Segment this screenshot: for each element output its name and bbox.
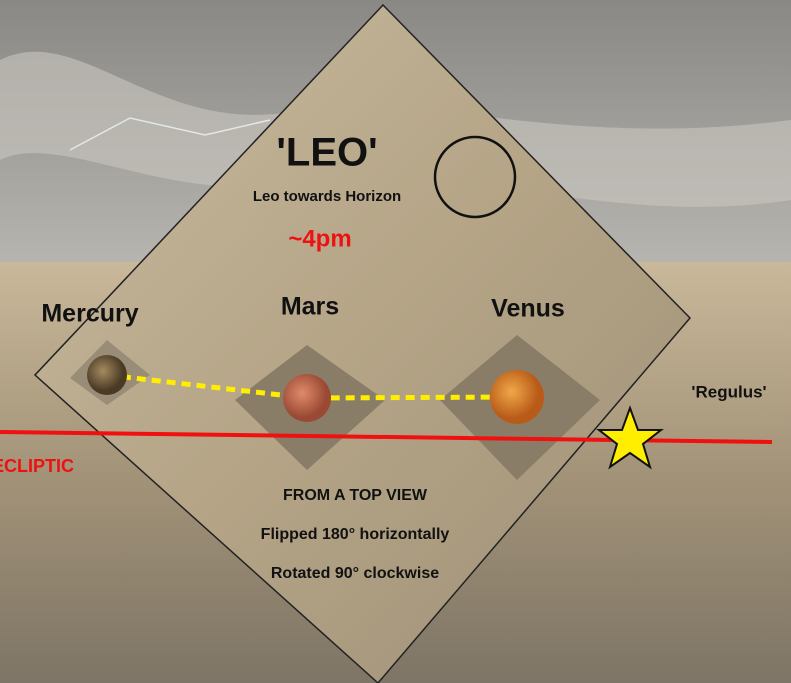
mercury: [87, 355, 127, 395]
planet-label: Mercury: [41, 300, 138, 328]
planet-label: Venus: [491, 295, 565, 323]
note: Rotated 90° clockwise: [271, 565, 439, 582]
venus: [490, 370, 544, 424]
time: ~4pm: [288, 225, 351, 252]
line-label: ECLIPTIC: [0, 456, 74, 476]
star-label: 'Regulus': [691, 382, 766, 401]
title: 'LEO': [276, 131, 377, 175]
note: FROM A TOP VIEW: [283, 487, 428, 504]
mars: [283, 374, 331, 422]
note: Flipped 180° horizontally: [261, 526, 450, 543]
planet-label: Mars: [281, 293, 339, 321]
scene: 'LEO' Leo towards Horizon ~4pm Mercury M…: [0, 0, 791, 683]
subtitle: Leo towards Horizon: [253, 188, 401, 205]
